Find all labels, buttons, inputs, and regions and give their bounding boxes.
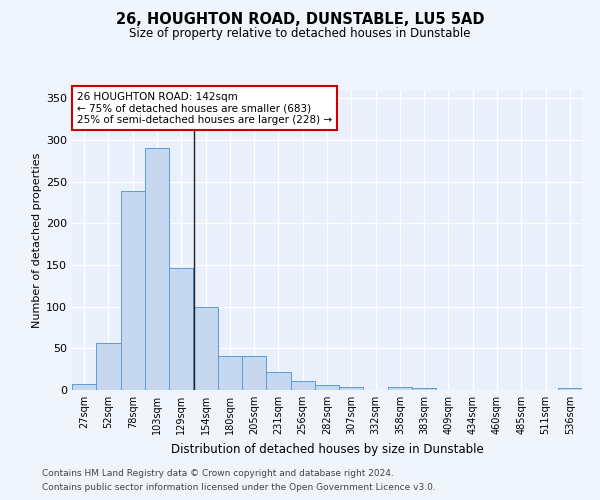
Bar: [72, 384, 96, 390]
Text: 26 HOUGHTON ROAD: 142sqm
← 75% of detached houses are smaller (683)
25% of semi-: 26 HOUGHTON ROAD: 142sqm ← 75% of detach…: [77, 92, 332, 124]
Bar: [412, 388, 436, 390]
Y-axis label: Number of detached properties: Number of detached properties: [32, 152, 42, 328]
Bar: [242, 356, 266, 390]
Bar: [169, 268, 193, 390]
Bar: [339, 386, 364, 390]
Bar: [558, 388, 582, 390]
Bar: [218, 356, 242, 390]
Bar: [290, 381, 315, 390]
Text: Distribution of detached houses by size in Dunstable: Distribution of detached houses by size …: [170, 442, 484, 456]
Bar: [266, 372, 290, 390]
Bar: [193, 306, 218, 390]
Text: Contains public sector information licensed under the Open Government Licence v3: Contains public sector information licen…: [42, 484, 436, 492]
Text: Size of property relative to detached houses in Dunstable: Size of property relative to detached ho…: [129, 28, 471, 40]
Text: 26, HOUGHTON ROAD, DUNSTABLE, LU5 5AD: 26, HOUGHTON ROAD, DUNSTABLE, LU5 5AD: [116, 12, 484, 28]
Bar: [121, 191, 145, 390]
Bar: [315, 385, 339, 390]
Bar: [96, 344, 121, 390]
Bar: [145, 148, 169, 390]
Text: Contains HM Land Registry data © Crown copyright and database right 2024.: Contains HM Land Registry data © Crown c…: [42, 468, 394, 477]
Bar: [388, 386, 412, 390]
